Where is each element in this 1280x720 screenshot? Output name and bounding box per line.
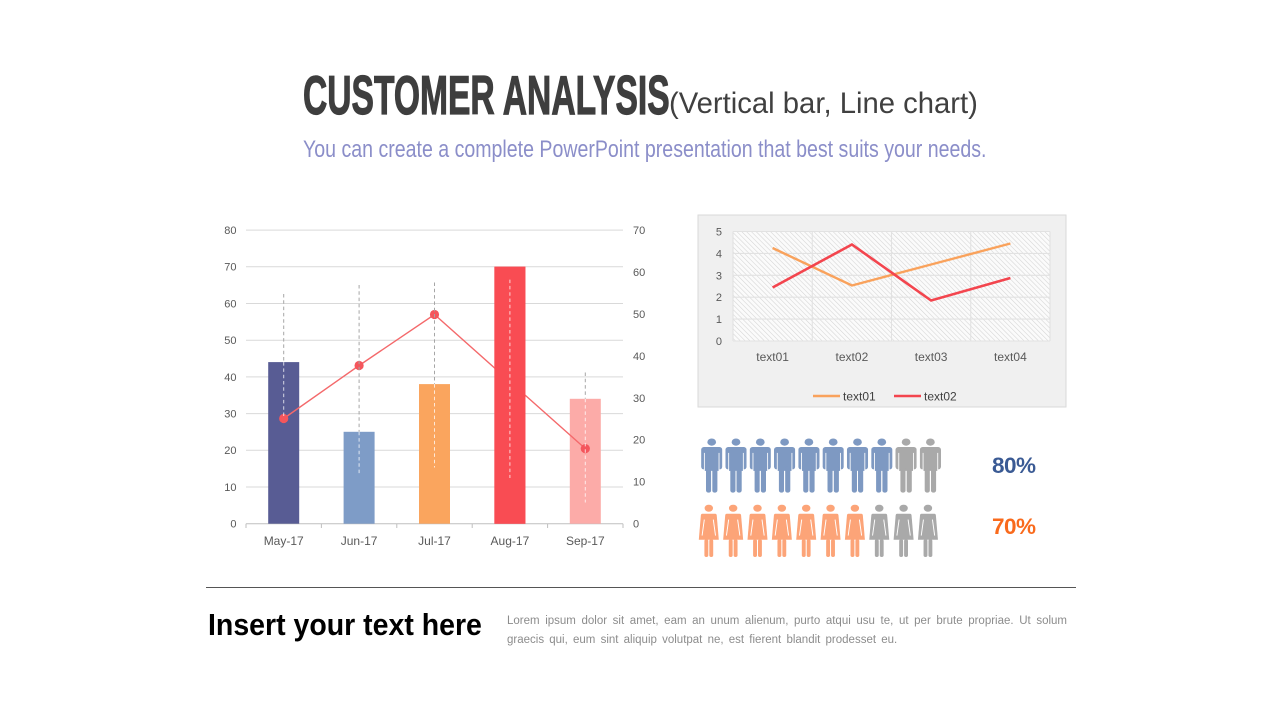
svg-text:0: 0 [716,336,722,348]
svg-text:50: 50 [633,309,645,321]
svg-text:May-17: May-17 [264,534,304,548]
svg-text:text01: text01 [756,350,789,364]
svg-text:70: 70 [224,262,236,274]
svg-text:5: 5 [716,227,722,239]
svg-text:text03: text03 [915,350,948,364]
svg-text:1: 1 [716,314,722,326]
svg-text:text01: text01 [843,390,876,404]
svg-text:Jul-17: Jul-17 [418,534,451,548]
svg-text:70: 70 [633,225,645,237]
svg-text:60: 60 [633,267,645,279]
svg-text:20: 20 [224,445,236,457]
svg-text:Aug-17: Aug-17 [491,534,530,548]
svg-text:text02: text02 [836,350,869,364]
svg-text:40: 40 [224,372,236,384]
svg-text:30: 30 [633,393,645,405]
svg-text:80: 80 [224,225,236,237]
svg-text:4: 4 [716,248,722,260]
svg-text:text02: text02 [924,390,957,404]
svg-text:40: 40 [633,351,645,363]
svg-text:0: 0 [633,519,639,531]
svg-text:3: 3 [716,270,722,282]
svg-text:text04: text04 [994,350,1027,364]
svg-text:10: 10 [633,477,645,489]
svg-text:2: 2 [716,292,722,304]
svg-text:50: 50 [224,335,236,347]
svg-text:Jun-17: Jun-17 [341,534,378,548]
svg-text:60: 60 [224,298,236,310]
svg-text:10: 10 [224,482,236,494]
svg-text:30: 30 [224,409,236,421]
svg-text:20: 20 [633,435,645,447]
svg-text:Sep-17: Sep-17 [566,534,605,548]
svg-text:0: 0 [230,519,236,531]
